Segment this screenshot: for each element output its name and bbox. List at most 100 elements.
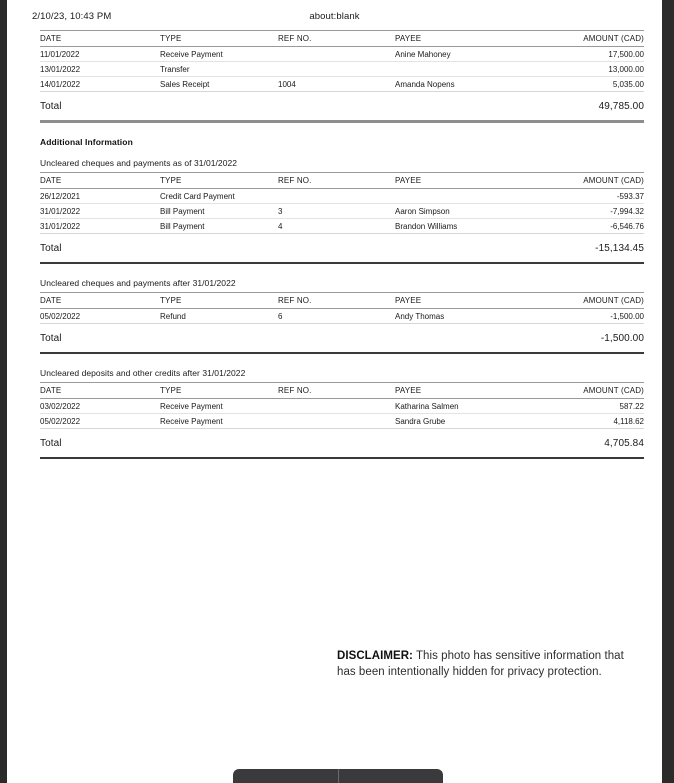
table-header-row: DATE TYPE REF NO. PAYEE AMOUNT (CAD): [40, 382, 644, 399]
column-header-type: TYPE: [160, 30, 278, 47]
spacer: [40, 354, 644, 368]
total-value: 4,705.84: [604, 438, 644, 449]
column-header-payee: PAYEE: [395, 292, 534, 309]
cell-type: Transfer: [160, 61, 278, 77]
total-row: Total -15,134.45: [40, 234, 644, 262]
table-row: 11/01/2022 Receive Payment Anine Mahoney…: [40, 46, 644, 62]
column-header-type: TYPE: [160, 382, 278, 399]
column-header-ref-no: REF NO.: [278, 292, 395, 309]
cell-date: 26/12/2021: [40, 188, 160, 204]
cell-type: Bill Payment: [160, 218, 278, 234]
additional-information-title: Additional Information: [40, 137, 133, 147]
total-label: Total: [40, 243, 62, 254]
cell-ref-no: [278, 46, 395, 62]
column-header-type: TYPE: [160, 172, 278, 189]
print-running-header: 2/10/23, 10:43 PM about:blank: [7, 0, 662, 30]
print-page-url: about:blank: [309, 11, 360, 22]
cell-type: Sales Receipt: [160, 76, 278, 92]
cell-amount: -7,994.32: [534, 203, 644, 219]
table-header-row: DATE TYPE REF NO. PAYEE AMOUNT (CAD): [40, 172, 644, 189]
section-rule: [40, 120, 644, 123]
column-header-date: DATE: [40, 30, 160, 47]
section-uncleared-cheques-after: Uncleared cheques and payments after 31/…: [40, 278, 644, 354]
cell-date: 05/02/2022: [40, 308, 160, 324]
report-body: DATE TYPE REF NO. PAYEE AMOUNT (CAD) 11/…: [7, 30, 662, 459]
table-row: 31/01/2022 Bill Payment 4 Brandon Willia…: [40, 218, 644, 234]
cell-type: Bill Payment: [160, 203, 278, 219]
section-rule: [40, 262, 644, 264]
spacer: [40, 149, 644, 158]
toolbar-divider: [338, 769, 339, 783]
column-header-payee: PAYEE: [395, 382, 534, 399]
column-header-date: DATE: [40, 292, 160, 309]
cell-amount: 13,000.00: [534, 61, 644, 77]
transactions-table: DATE TYPE REF NO. PAYEE AMOUNT (CAD) 26/…: [40, 172, 644, 234]
cell-ref-no: 4: [278, 218, 395, 234]
cell-ref-no: 1004: [278, 76, 395, 92]
transactions-table: DATE TYPE REF NO. PAYEE AMOUNT (CAD) 11/…: [40, 30, 644, 92]
cell-ref-no: 6: [278, 308, 395, 324]
total-row: Total -1,500.00: [40, 324, 644, 352]
cell-date: 03/02/2022: [40, 398, 160, 414]
cell-type: Receive Payment: [160, 398, 278, 414]
total-row: Total 49,785.00: [40, 92, 644, 120]
cell-amount: 5,035.00: [534, 76, 644, 92]
cell-date: 13/01/2022: [40, 61, 160, 77]
column-header-date: DATE: [40, 382, 160, 399]
disclaimer-label: DISCLAIMER:: [337, 650, 413, 662]
cell-date: 31/01/2022: [40, 203, 160, 219]
total-label: Total: [40, 101, 62, 112]
cell-ref-no: [278, 188, 395, 204]
cell-payee: [395, 188, 534, 204]
cell-amount: 587.22: [534, 398, 644, 414]
cell-type: Receive Payment: [160, 413, 278, 429]
cell-amount: -1,500.00: [534, 308, 644, 324]
section-caption: Uncleared cheques and payments after 31/…: [40, 278, 236, 288]
table-row: 13/01/2022 Transfer 13,000.00: [40, 61, 644, 77]
cell-payee: Andy Thomas: [395, 308, 534, 324]
transactions-table: DATE TYPE REF NO. PAYEE AMOUNT (CAD) 05/…: [40, 292, 644, 324]
cell-date: 14/01/2022: [40, 76, 160, 92]
section-uncleared-deposits-after: Uncleared deposits and other credits aft…: [40, 368, 644, 459]
cell-amount: 4,118.62: [534, 413, 644, 429]
cell-ref-no: 3: [278, 203, 395, 219]
section-caption: Uncleared deposits and other credits aft…: [40, 368, 246, 378]
spacer: [40, 123, 644, 137]
cell-payee: Brandon Williams: [395, 218, 534, 234]
cell-date: 11/01/2022: [40, 46, 160, 62]
print-toolbar-pill[interactable]: [233, 769, 443, 783]
print-page-sheet: 2/10/23, 10:43 PM about:blank DATE TYPE …: [7, 0, 662, 783]
total-label: Total: [40, 333, 62, 344]
column-header-ref-no: REF NO.: [278, 172, 395, 189]
column-header-amount: AMOUNT (CAD): [534, 382, 644, 399]
column-header-payee: PAYEE: [395, 30, 534, 47]
cell-payee: Aaron Simpson: [395, 203, 534, 219]
cell-type: Receive Payment: [160, 46, 278, 62]
cell-payee: Amanda Nopens: [395, 76, 534, 92]
column-header-date: DATE: [40, 172, 160, 189]
cell-ref-no: [278, 398, 395, 414]
section-rule: [40, 352, 644, 354]
table-row: 05/02/2022 Receive Payment Sandra Grube …: [40, 413, 644, 429]
cell-ref-no: [278, 413, 395, 429]
cell-type: Refund: [160, 308, 278, 324]
column-header-amount: AMOUNT (CAD): [534, 172, 644, 189]
total-label: Total: [40, 438, 62, 449]
column-header-amount: AMOUNT (CAD): [534, 292, 644, 309]
column-header-ref-no: REF NO.: [278, 30, 395, 47]
column-header-ref-no: REF NO.: [278, 382, 395, 399]
column-header-type: TYPE: [160, 292, 278, 309]
table-header-row: DATE TYPE REF NO. PAYEE AMOUNT (CAD): [40, 292, 644, 309]
print-timestamp: 2/10/23, 10:43 PM: [32, 11, 112, 22]
table-header-row: DATE TYPE REF NO. PAYEE AMOUNT (CAD): [40, 30, 644, 47]
table-row: 14/01/2022 Sales Receipt 1004 Amanda Nop…: [40, 76, 644, 92]
disclaimer-text: This photo has sensitive information tha…: [337, 650, 624, 679]
table-row: 05/02/2022 Refund 6 Andy Thomas -1,500.0…: [40, 308, 644, 324]
cell-payee: Sandra Grube: [395, 413, 534, 429]
cell-ref-no: [278, 61, 395, 77]
cell-date: 05/02/2022: [40, 413, 160, 429]
disclaimer-note: DISCLAIMER: This photo has sensitive inf…: [337, 648, 645, 681]
section-cleared-transactions: DATE TYPE REF NO. PAYEE AMOUNT (CAD) 11/…: [40, 30, 644, 123]
total-value: -15,134.45: [595, 243, 644, 254]
